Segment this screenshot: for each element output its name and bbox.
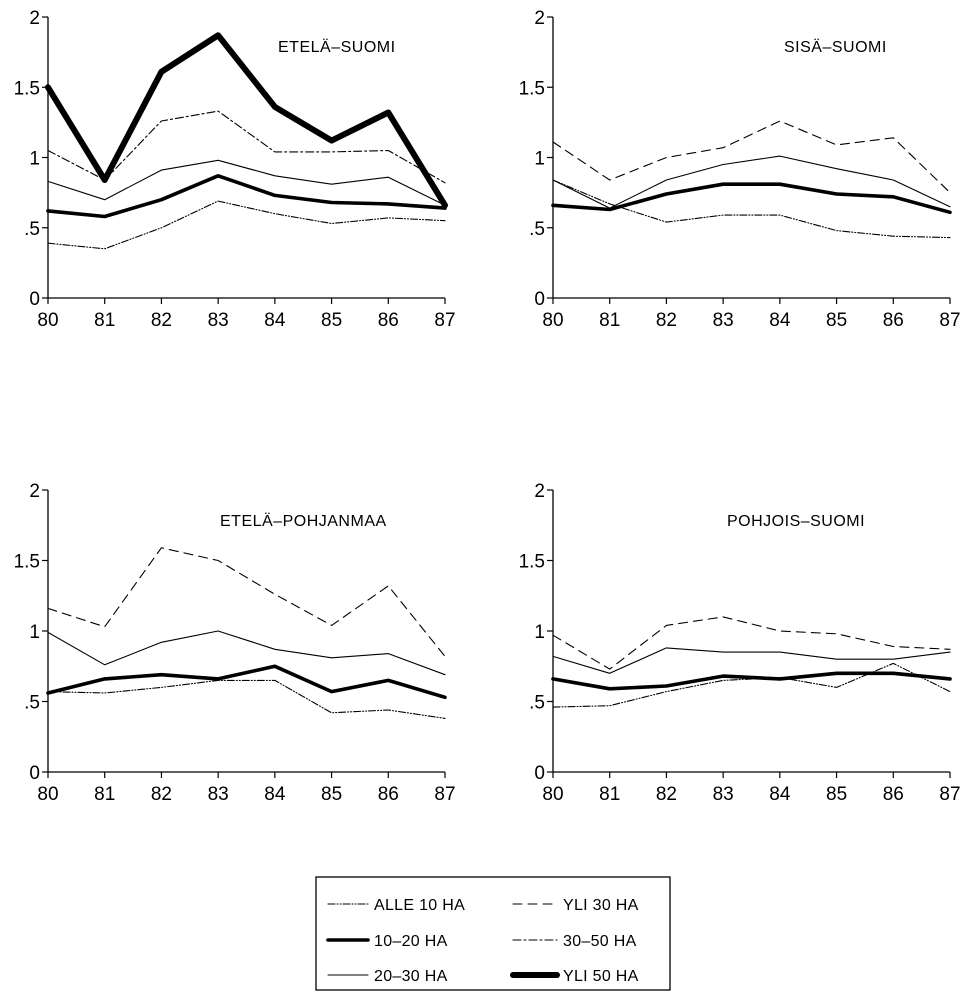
legend: ALLE 10 HA YLI 30 HA 10–20 HA 30–50 HA 20–30… [315, 876, 671, 991]
x-tick-label: 81 [599, 784, 620, 805]
x-tick-label: 86 [378, 310, 399, 331]
y-tick-label: .5 [24, 693, 40, 714]
series-line-t10_20 [551, 182, 952, 215]
series-layer [551, 616, 952, 708]
x-tick-label: 85 [321, 310, 342, 331]
x-tick-label: 81 [94, 784, 115, 805]
y-tick-label: 0 [29, 763, 40, 784]
series-line-alle10 [552, 662, 951, 708]
x-tick-label: 84 [769, 310, 791, 331]
x-tick-label: 80 [37, 310, 58, 331]
x-tick-label: 84 [264, 310, 286, 331]
y-tick-label: .5 [24, 219, 40, 240]
y-tick-label: 0 [534, 763, 545, 784]
series-layer [46, 547, 447, 719]
series-line-t20_30 [47, 159, 446, 206]
axes: 0 .5 1 1.5 2 80 81 82 83 84 85 86 87 [14, 8, 456, 331]
y-tick-label: 1 [29, 149, 40, 170]
y-tick-label: 2 [534, 481, 545, 502]
series-line-t20_30 [552, 647, 951, 674]
y-tick-label: 1 [29, 622, 40, 643]
x-tick-label: 82 [656, 784, 677, 805]
x-tick-label: 82 [656, 310, 677, 331]
panel-etela-suomi: ETELÄ–SUOMI 0 .5 1 1.5 2 80 81 82 83 84 85 86 87 [14, 8, 456, 331]
y-tick-label: 0 [534, 289, 545, 310]
x-tick-label: 86 [883, 310, 904, 331]
legend-items: ALLE 10 HA YLI 30 HA 10–20 HA 30–50 HA 20–30… [326, 897, 639, 985]
series-line-yli50 [45, 32, 448, 209]
y-tick-label: 2 [534, 8, 545, 29]
panel-title: POHJOIS–SUOMI [727, 513, 865, 530]
series-line-yli30 [552, 616, 951, 670]
x-tick-label: 83 [208, 310, 229, 331]
x-tick-label: 80 [542, 310, 563, 331]
x-tick-label: 84 [264, 784, 286, 805]
y-tick-label: 1 [534, 149, 545, 170]
x-tick-label: 84 [769, 784, 791, 805]
x-tick-label: 82 [151, 310, 172, 331]
x-tick-label: 83 [208, 784, 229, 805]
x-tick-label: 87 [434, 310, 455, 331]
panel-pohjois-suomi: POHJOIS–SUOMI 0 .5 1 1.5 2 80 81 82 83 84 85 86 87 [519, 481, 961, 805]
panel-title: SISÄ–SUOMI [784, 38, 887, 56]
series-line-alle10 [47, 200, 446, 250]
x-tick-label: 83 [713, 310, 734, 331]
panel-etela-pohjanmaa: ETELÄ–POHJANMAA 0 .5 1 1.5 2 80 81 82 83 84 85 86 87 [14, 481, 456, 805]
x-tick-label: 83 [713, 784, 734, 805]
x-tick-label: 86 [883, 784, 904, 805]
legend-label: YLI 50 HA [563, 968, 639, 985]
y-tick-label: 1.5 [519, 78, 545, 99]
y-tick-label: 1.5 [14, 78, 40, 99]
legend-label: 30–50 HA [563, 933, 637, 950]
series-line-t10_20 [551, 671, 952, 691]
y-tick-label: .5 [529, 693, 545, 714]
y-tick-label: .5 [529, 219, 545, 240]
legend-label: ALLE 10 HA [374, 897, 465, 914]
axes: 0 .5 1 1.5 2 80 81 82 83 84 85 86 87 [519, 481, 961, 805]
y-tick-label: 1.5 [519, 552, 545, 573]
x-tick-label: 80 [542, 784, 563, 805]
y-tick-label: 0 [29, 289, 40, 310]
legend-frame [315, 876, 671, 991]
legend-label: 10–20 HA [374, 933, 448, 950]
x-tick-label: 85 [826, 784, 847, 805]
series-layer [551, 120, 952, 239]
series-layer [45, 32, 448, 250]
x-tick-label: 87 [434, 784, 455, 805]
x-tick-label: 87 [939, 310, 960, 331]
panel-title: ETELÄ–SUOMI [278, 38, 396, 56]
series-line-t20_30 [47, 630, 446, 676]
x-tick-label: 85 [321, 784, 342, 805]
axes: 0 .5 1 1.5 2 80 81 82 83 84 85 86 87 [519, 8, 961, 331]
x-tick-label: 87 [939, 784, 960, 805]
series-line-alle10 [47, 679, 446, 719]
x-tick-label: 86 [378, 784, 399, 805]
series-line-t20_30 [552, 155, 951, 209]
y-tick-label: 2 [29, 481, 40, 502]
panel-title: ETELÄ–POHJANMAA [220, 512, 387, 530]
x-tick-label: 85 [826, 310, 847, 331]
y-tick-label: 1 [534, 622, 545, 643]
series-line-yli30 [552, 120, 951, 194]
x-tick-label: 81 [94, 310, 115, 331]
x-tick-label: 80 [37, 784, 58, 805]
panel-sisa-suomi: SISÄ–SUOMI 0 .5 1 1.5 2 80 81 82 83 84 85 86 87 [519, 8, 961, 331]
x-tick-label: 81 [599, 310, 620, 331]
y-tick-label: 2 [29, 8, 40, 29]
legend-label: 20–30 HA [374, 968, 448, 985]
series-line-t10_20 [46, 664, 447, 700]
axes: 0 .5 1 1.5 2 80 81 82 83 84 85 86 87 [14, 481, 456, 805]
series-line-yli30 [47, 547, 446, 657]
y-tick-label: 1.5 [14, 552, 40, 573]
x-tick-label: 82 [151, 784, 172, 805]
legend-label: YLI 30 HA [563, 897, 639, 914]
series-line-t10_20 [46, 174, 447, 219]
